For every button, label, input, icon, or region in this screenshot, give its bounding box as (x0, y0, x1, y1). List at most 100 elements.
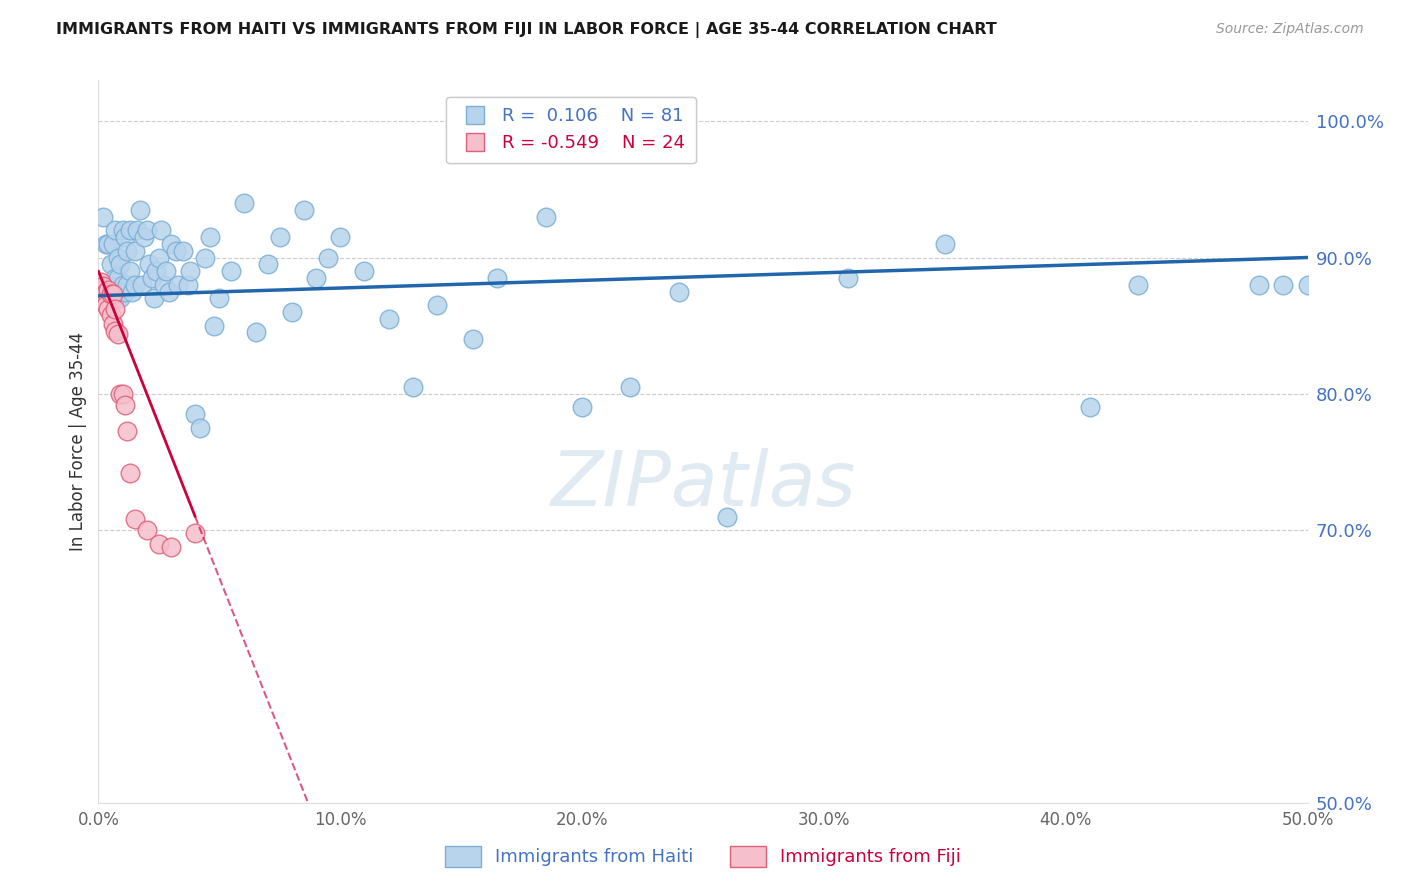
Point (198, 230, 221, 244)
Point (157, 285, 180, 299)
Point (118, 223, 141, 237)
Point (377, 311, 399, 326)
Point (127, 223, 149, 237)
Point (131, 277, 153, 292)
Point (269, 230, 291, 244)
Point (97, 283, 120, 297)
Point (316, 251, 339, 265)
Point (91, 279, 114, 293)
Point (135, 223, 157, 237)
Point (571, 401, 593, 415)
Point (94, 236, 117, 251)
Point (114, 285, 136, 299)
Point (353, 264, 375, 278)
Text: IMMIGRANTS FROM HAITI VS IMMIGRANTS FROM FIJI IN LABOR FORCE | AGE 35-44 CORRELA: IMMIGRANTS FROM HAITI VS IMMIGRANTS FROM… (56, 22, 997, 38)
Point (155, 264, 177, 278)
Point (97, 277, 120, 292)
Point (91, 210, 114, 224)
Point (1296, 277, 1319, 292)
Point (172, 244, 194, 258)
Point (94, 298, 117, 312)
Point (118, 264, 141, 278)
Point (117, 424, 139, 438)
Point (100, 257, 122, 271)
Point (143, 292, 166, 306)
Point (104, 271, 127, 285)
Point (184, 525, 207, 540)
Point (165, 244, 187, 258)
Y-axis label: In Labor Force | Age 35-44: In Labor Force | Age 35-44 (69, 332, 87, 551)
Point (934, 236, 956, 251)
Point (100, 308, 122, 322)
Point (104, 223, 127, 237)
Point (194, 251, 217, 265)
Point (101, 287, 124, 301)
Point (329, 230, 352, 244)
Point (668, 285, 690, 299)
Point (124, 244, 146, 258)
Point (111, 277, 134, 292)
Point (160, 540, 183, 554)
Point (107, 251, 129, 265)
Point (188, 421, 211, 435)
Point (138, 257, 160, 271)
Point (141, 271, 163, 285)
Point (100, 285, 122, 299)
Point (117, 244, 139, 258)
Point (114, 230, 136, 244)
Point (121, 285, 143, 299)
Point (232, 196, 254, 211)
Point (281, 305, 304, 319)
Text: ZIPatlas: ZIPatlas (550, 448, 856, 522)
Text: Source: ZipAtlas.com: Source: ZipAtlas.com (1216, 22, 1364, 37)
Point (101, 236, 124, 251)
Point (148, 251, 170, 265)
Point (167, 277, 190, 292)
Point (124, 512, 146, 526)
Point (100, 287, 122, 301)
Point (305, 271, 328, 285)
Point (221, 264, 243, 278)
Point (101, 285, 124, 299)
Point (208, 292, 231, 306)
Point (128, 202, 150, 217)
Point (716, 509, 738, 524)
Point (114, 398, 136, 412)
Point (104, 324, 127, 338)
Legend: Immigrants from Haiti, Immigrants from Fiji: Immigrants from Haiti, Immigrants from F… (437, 838, 969, 874)
Point (463, 332, 485, 346)
Point (97, 236, 120, 251)
Point (124, 277, 146, 292)
Point (204, 318, 226, 333)
Point (104, 292, 127, 306)
Point (1128, 277, 1150, 292)
Point (108, 387, 131, 401)
Point (107, 326, 129, 341)
Point (160, 236, 183, 251)
Point (402, 380, 425, 394)
Point (619, 380, 641, 394)
Point (177, 277, 200, 292)
Point (134, 230, 156, 244)
Point (426, 298, 449, 312)
Legend: R =  0.106    N = 81, R = -0.549    N = 24: R = 0.106 N = 81, R = -0.549 N = 24 (446, 96, 696, 163)
Point (94, 277, 117, 292)
Point (179, 264, 201, 278)
Point (117, 277, 139, 292)
Point (1078, 401, 1101, 415)
Point (118, 466, 141, 480)
Point (256, 257, 278, 271)
Point (108, 257, 131, 271)
Point (97, 302, 120, 317)
Point (108, 292, 131, 306)
Point (91, 292, 114, 306)
Point (145, 264, 167, 278)
Point (245, 326, 267, 340)
Point (150, 223, 173, 237)
Point (184, 407, 207, 421)
Point (1249, 277, 1271, 292)
Point (111, 223, 134, 237)
Point (107, 271, 129, 285)
Point (111, 387, 134, 401)
Point (486, 271, 509, 285)
